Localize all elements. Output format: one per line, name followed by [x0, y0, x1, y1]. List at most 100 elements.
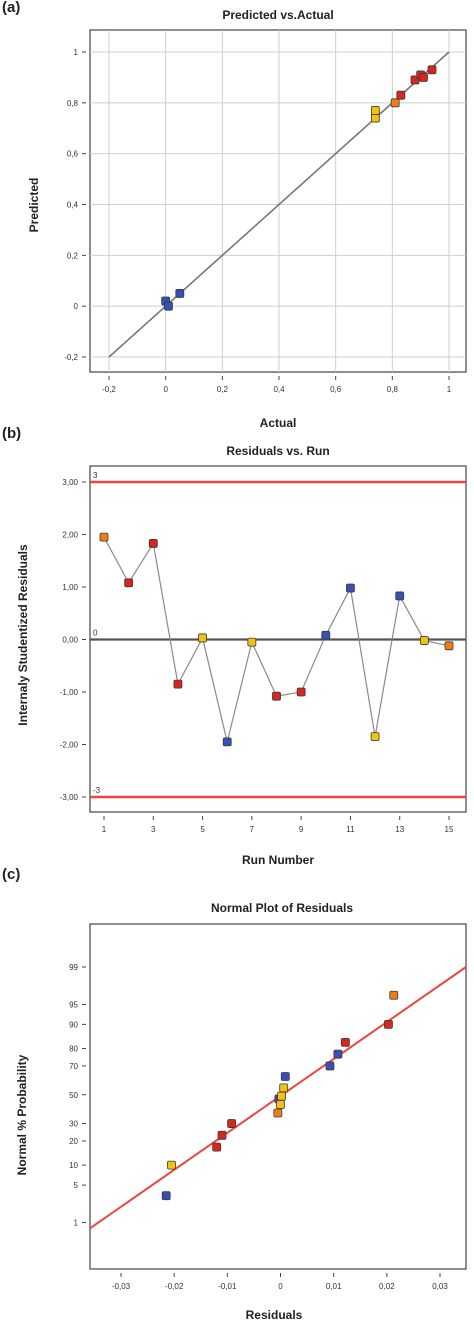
y-tick-label: 20	[69, 1137, 78, 1146]
x-tick-label: 1	[447, 385, 452, 394]
chart-b-data-point	[419, 636, 429, 645]
chart-c-data-point	[212, 1142, 222, 1152]
y-tick-label: 1	[74, 48, 79, 57]
y-tick-label: 2,00	[62, 531, 78, 540]
x-tick-label: 7	[250, 825, 255, 834]
chart-c-data-point	[217, 1130, 227, 1140]
chart-c-data-point	[167, 1160, 176, 1170]
x-tick-label: 15	[445, 825, 454, 834]
chart-c-data-point	[340, 1037, 350, 1047]
chart-b-data-point	[346, 583, 355, 593]
panel-label-b: (b)	[2, 425, 21, 442]
y-tick-label: 0	[74, 302, 79, 311]
y-tick-label: 10	[69, 1161, 78, 1170]
chart-b-data-point	[321, 630, 331, 640]
y-tick-label: 50	[69, 1091, 78, 1100]
x-tick-label: 0,01	[326, 1282, 342, 1291]
x-tick-label: -0,01	[218, 1282, 237, 1291]
chart-b-data-point	[247, 637, 257, 647]
chart-a-data-point	[427, 65, 437, 75]
chart-b-data-point	[296, 687, 306, 697]
chart-c-title: Normal Plot of Residuals	[211, 901, 353, 915]
x-tick-label: 0,2	[217, 385, 229, 394]
chart-b-data-point	[173, 679, 183, 689]
y-tick-label: 0,4	[67, 201, 79, 210]
y-tick-label: 70	[69, 1062, 78, 1071]
chart-b-data-point	[222, 737, 232, 747]
chart-a-ylabel: Predicted	[27, 178, 41, 233]
chart-b-reference-line-label: 0	[93, 629, 98, 638]
chart-b-data-point	[148, 539, 158, 548]
chart-b-data-point	[198, 633, 207, 643]
panel-label-c: (c)	[2, 866, 20, 883]
chart-c: -0,03 -0,02 -0,01 0 0,01 0,02 0,03 1 5 10 20 30 50 70…	[69, 923, 467, 1291]
y-tick-label: 30	[69, 1120, 78, 1129]
x-tick-label: 0	[163, 385, 168, 394]
chart-b: 1 3 5 7 9 11 13 15-3,00-2,00-1,000,001,002,003,…	[60, 465, 467, 834]
x-tick-label: -0,02	[165, 1282, 184, 1291]
chart-a-data-point	[370, 113, 380, 123]
chart-b-title: Residuals vs. Run	[226, 444, 329, 458]
y-tick-label: 80	[69, 1045, 78, 1054]
y-tick-label: 0,6	[67, 150, 79, 159]
chart-b-data-point	[124, 578, 134, 588]
y-tick-label: -1,00	[60, 688, 79, 697]
chart-c-data-point	[227, 1119, 236, 1128]
x-tick-label: 9	[299, 825, 304, 834]
x-tick-label: 0,8	[387, 385, 399, 394]
chart-c-data-point	[389, 990, 399, 1000]
x-tick-label: 0,6	[330, 385, 342, 394]
x-tick-label: 3	[151, 825, 156, 834]
chart-a-title: Predicted vs.Actual	[222, 8, 333, 22]
chart-c-data-point	[276, 1100, 285, 1109]
y-tick-label: 1	[74, 1219, 79, 1228]
chart-c-data-point	[273, 1108, 283, 1118]
y-tick-label: -2,00	[60, 741, 79, 750]
x-tick-label: 0,02	[379, 1282, 395, 1291]
x-tick-label: 1	[102, 825, 107, 834]
y-tick-label: 0,2	[67, 251, 79, 260]
x-tick-label: 11	[346, 825, 355, 834]
x-tick-label: -0,2	[102, 385, 116, 394]
x-tick-label: 13	[395, 825, 404, 834]
x-tick-label: -0,03	[112, 1282, 131, 1291]
y-tick-label: 99	[69, 963, 78, 972]
chart-b-xlabel: Run Number	[242, 853, 314, 867]
chart-c-data-point	[325, 1061, 335, 1071]
y-tick-label: 0,8	[67, 99, 79, 108]
chart-b-data-point	[444, 641, 454, 651]
y-tick-label: -0,2	[64, 353, 78, 362]
y-tick-label: 0,00	[62, 636, 78, 645]
y-tick-label: 1,00	[62, 583, 78, 592]
chart-b-data-point	[272, 691, 281, 701]
chart-b-data-point	[370, 732, 380, 742]
chart-c-data-point	[279, 1083, 289, 1093]
chart-a-data-point	[175, 289, 185, 298]
x-tick-label: 0	[278, 1282, 283, 1291]
x-tick-label: 0,03	[432, 1282, 448, 1291]
chart-b-data-point	[99, 532, 109, 542]
chart-c-plot-area	[89, 923, 467, 1270]
chart-a-data-point	[370, 106, 380, 115]
chart-a-xlabel: Actual	[260, 416, 297, 430]
y-tick-label: 95	[69, 1000, 78, 1009]
y-tick-label: -3,00	[60, 793, 79, 802]
chart-b-data-point	[395, 591, 405, 601]
chart-c-xlabel: Residuals	[246, 1308, 303, 1322]
chart-b-ylabel: Internaly Studentized Residuals	[16, 544, 30, 726]
chart-a-plot-area	[89, 29, 467, 373]
chart-c-data-point	[277, 1091, 286, 1101]
y-tick-label: 5	[74, 1181, 79, 1190]
chart-a-data-point	[390, 98, 400, 108]
chart-c-data-point	[161, 1191, 171, 1201]
chart-a-data-point	[396, 90, 406, 100]
chart-a: -0,2 0 0,2 0,4 0,6 0,8 1 -0,2 0 0,2 0,4 0,6 0,8 1	[64, 29, 467, 394]
chart-c-ylabel: Normal % Probability	[15, 1054, 29, 1175]
y-tick-label: 3,00	[62, 478, 78, 487]
chart-c-data-point	[280, 1072, 290, 1081]
chart-c-data-point	[333, 1049, 343, 1059]
x-tick-label: 5	[200, 825, 205, 834]
y-tick-label: 90	[69, 1020, 78, 1029]
chart-b-reference-line-label: -3	[93, 786, 101, 795]
